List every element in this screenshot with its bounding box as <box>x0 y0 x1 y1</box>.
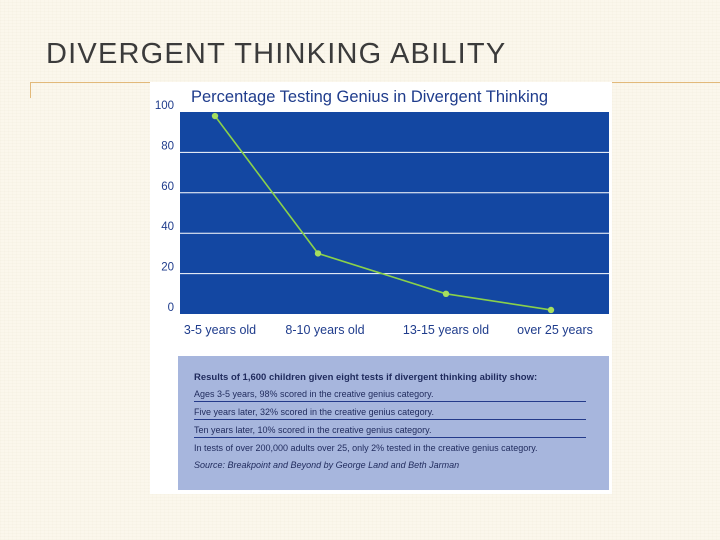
result-line-adults: In tests of over 200,000 adults over 25,… <box>194 443 538 453</box>
chart-title: Percentage Testing Genius in Divergent T… <box>191 88 548 106</box>
result-line-ten-years-later: Ten years later, 10% scored in the creat… <box>194 425 586 438</box>
x-tick-label: 13-15 years old <box>403 323 489 337</box>
title-rule-vertical <box>30 82 31 98</box>
data-point <box>211 112 219 120</box>
data-point <box>547 306 555 314</box>
result-line-five-years-later: Five years later, 32% scored in the crea… <box>194 407 586 420</box>
result-line-ages-3-5: Ages 3-5 years, 98% scored in the creati… <box>194 389 586 402</box>
y-tick-label: 40 <box>161 221 174 233</box>
slide-title: DIVERGENT THINKING ABILITY <box>46 38 507 70</box>
data-point <box>314 250 322 257</box>
line-chart: Percentage Testing Genius in Divergent T… <box>155 88 609 337</box>
x-tick-label: over 25 years <box>517 323 593 337</box>
series-line <box>214 115 552 311</box>
y-tick-label: 0 <box>168 302 174 314</box>
data-point <box>442 290 450 297</box>
plot-area <box>180 112 609 314</box>
y-tick-label: 80 <box>161 140 174 152</box>
y-tick-label: 20 <box>161 262 174 274</box>
x-tick-label: 8-10 years old <box>285 323 364 337</box>
y-tick-label: 100 <box>155 100 174 112</box>
x-tick-label: 3-5 years old <box>184 323 256 337</box>
results-source: Source: Breakpoint and Beyond by George … <box>194 460 460 470</box>
chart-figure: Percentage Testing Genius in Divergent T… <box>150 82 612 494</box>
results-heading: Results of 1,600 children given eight te… <box>194 372 538 383</box>
y-tick-label: 60 <box>161 181 174 193</box>
results-box: Results of 1,600 children given eight te… <box>178 356 609 490</box>
